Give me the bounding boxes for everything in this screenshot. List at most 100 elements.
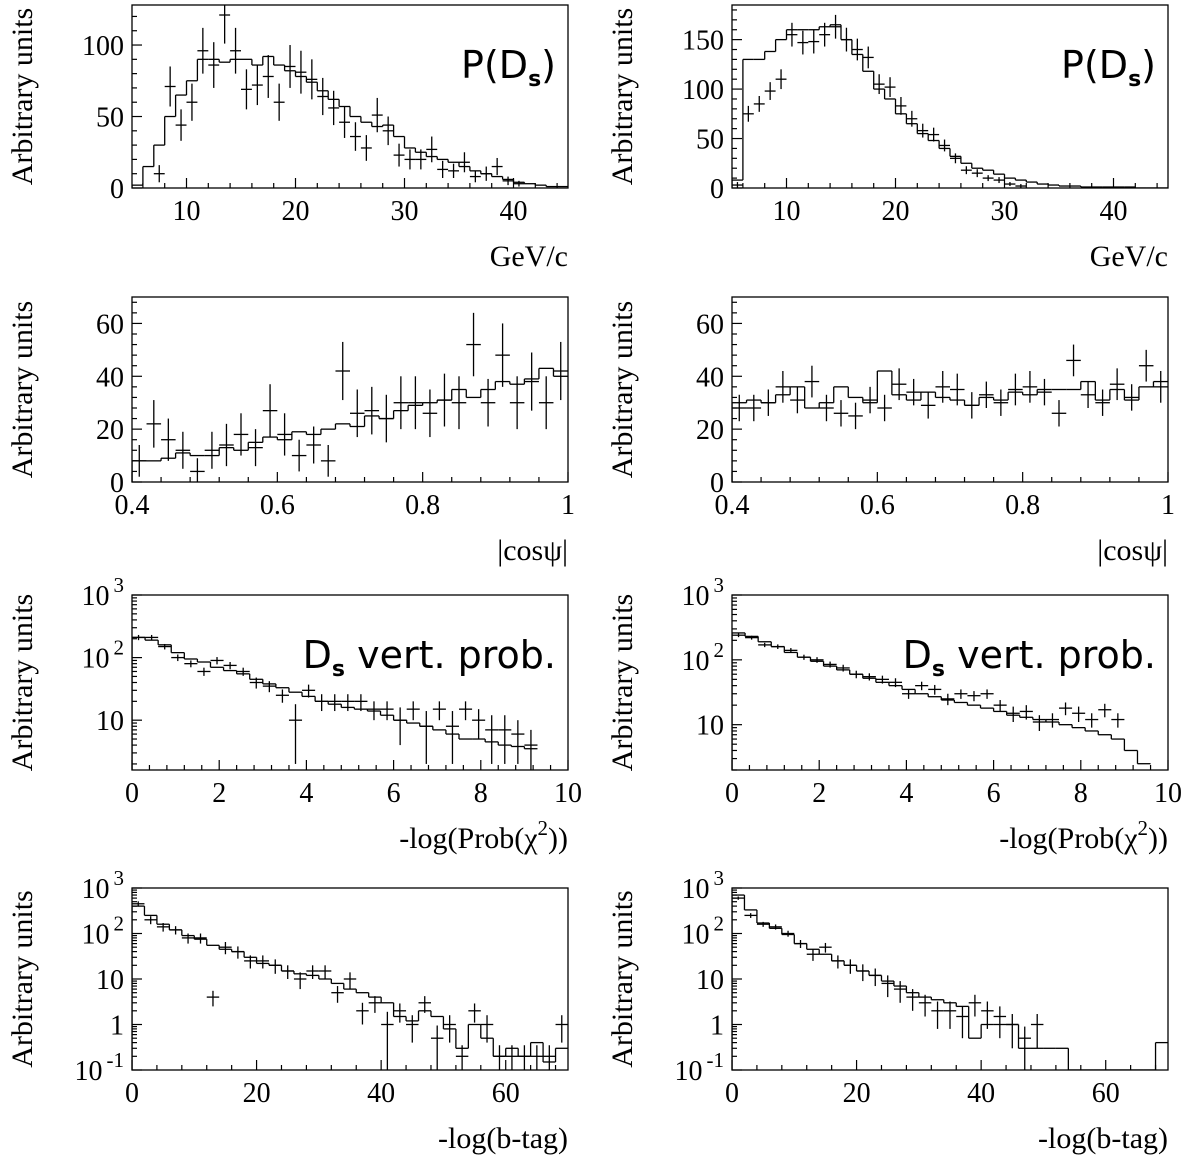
data-point [320,445,336,477]
data-point [884,77,896,97]
data-point [480,1015,494,1043]
data-point [888,678,903,688]
data-point [350,122,361,151]
y-tick-label: 0 [110,174,124,205]
data-point [819,942,832,953]
data-point [459,701,473,721]
data-point [244,955,257,969]
plot-frame [731,4,1169,189]
data-point [184,660,198,668]
y-tick-label: 150 [682,26,724,57]
data-point [1138,349,1154,382]
y-tick-label: 10 2 [82,912,125,951]
data-point [367,701,381,721]
x-tick-label: 60 [492,1078,520,1109]
data-point [844,959,857,974]
data-point [459,152,470,173]
x-tick-label: 6 [987,778,1001,809]
data-point [262,55,274,98]
data-point [745,635,759,640]
y-tick-label: 100 [682,75,724,106]
data-point [917,123,929,138]
x-tick-label: 20 [843,1078,871,1109]
data-point [758,642,772,648]
data-point [1124,384,1139,411]
data-point [830,14,841,39]
data-point [906,110,918,127]
data-point [302,684,316,698]
data-point [426,136,438,163]
data-point [498,715,512,764]
x-tick-label: 0 [725,778,739,809]
x-tick-label: 4 [899,778,913,809]
y-axis-label: Arbitrary units [6,8,39,185]
data-point [895,96,907,115]
panel-annotation: Ds vert. prob. [903,633,1156,682]
data-point [939,139,950,152]
x-axis-label: -log(Prob(χ2)) [399,816,568,855]
panel-p5: 0 2 4 6 8 10 10 10 2 10 3 Arbitrary units -log(Prob(… [6,573,582,855]
series-group [732,632,1151,770]
x-axis-label: |cosψ| [1097,534,1168,567]
data-point [881,975,894,998]
data-point [806,949,820,961]
data-point [262,384,278,438]
x-tick-label: 0.4 [115,490,150,521]
data-point [197,667,211,676]
data-point [249,677,263,689]
data-point [451,376,467,430]
data-point [764,82,776,100]
data-point [437,160,449,178]
data-point [775,69,787,90]
data-point [1032,715,1046,731]
data-point [873,74,885,95]
data-point [393,1003,407,1023]
data-point [804,365,820,398]
y-tick-label: 10 [696,965,724,996]
data-point [443,1015,456,1043]
data-point [491,157,503,176]
y-tick-label: 20 [696,415,724,446]
data-point [869,968,882,987]
x-axis-label: |cosψ| [497,534,568,567]
data-point [204,431,220,469]
x-tick-label: 30 [991,196,1019,227]
data-point [380,701,394,721]
data-point [971,169,983,178]
data-point [555,1015,568,1043]
y-tick-label: 0 [710,174,724,205]
x-tick-label: 0 [125,1078,139,1109]
y-tick-label: 1 [710,1011,724,1042]
data-point [982,175,994,182]
data-point [1059,702,1073,716]
panel-p6: 0 2 4 6 8 10 10 10 2 10 3 Arbitrary units -log(Prob(… [606,573,1182,855]
data-point [543,1045,556,1070]
data-point [493,1045,506,1070]
data-point [790,386,805,414]
data-point [794,939,807,949]
data-point [1019,705,1033,720]
data-point [291,439,307,472]
panel-annotation: P(Ds) [1061,43,1156,92]
x-axis-label: GeV/c [490,240,568,273]
data-point [941,693,955,706]
data-point [893,981,907,1003]
data-point [964,392,980,419]
y-tick-label: 40 [696,362,724,393]
data-point [164,66,176,107]
data-point [445,711,459,764]
data-point [980,689,994,699]
y-tick-label: 10 2 [682,638,725,677]
data-point [823,661,837,668]
y-tick-label: 10 [96,965,124,996]
data-point [208,42,220,88]
data-point [230,27,241,74]
data-point [915,681,929,691]
data-point [382,116,394,146]
x-tick-label: 20 [243,1078,271,1109]
x-tick-label: 10 [773,196,801,227]
data-point [408,376,423,430]
data-point [960,166,972,175]
y-tick-label: 60 [696,309,724,340]
data-point [379,394,394,443]
